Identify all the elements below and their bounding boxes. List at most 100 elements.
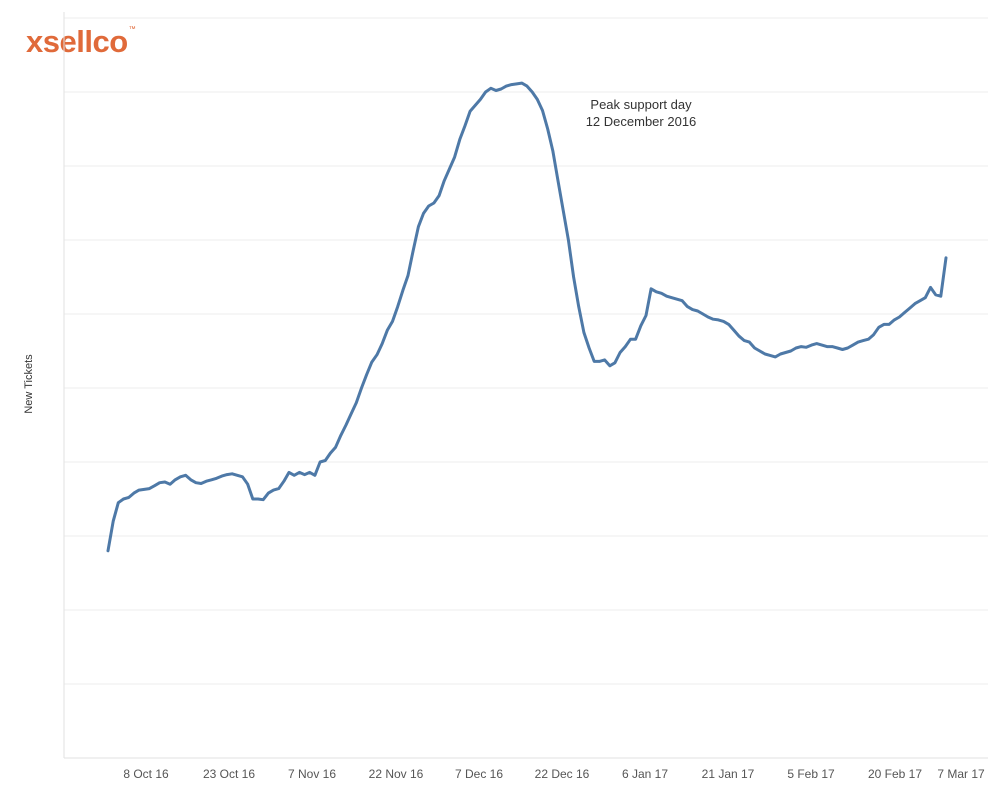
data-point <box>556 179 560 182</box>
data-point <box>391 320 394 323</box>
data-point <box>334 446 337 449</box>
data-point <box>318 460 322 464</box>
data-point <box>308 471 311 474</box>
data-point <box>184 474 187 477</box>
data-point <box>706 315 710 319</box>
data-point <box>153 484 156 487</box>
data-point <box>246 483 249 486</box>
data-point <box>241 475 244 478</box>
data-point <box>499 87 503 91</box>
data-point <box>686 305 689 308</box>
x-tick-label: 8 Oct 16 <box>123 767 169 781</box>
x-tick-label: 7 Dec 16 <box>455 767 503 781</box>
data-point <box>277 487 280 490</box>
data-point <box>551 150 555 153</box>
data-point <box>675 298 679 301</box>
data-point <box>262 498 265 501</box>
xsellco-logo: xsellco™ <box>26 24 136 59</box>
data-point <box>939 295 942 298</box>
data-point <box>753 346 756 350</box>
logo-text: xsellco <box>26 24 128 59</box>
x-tick-label: 6 Jan 17 <box>622 767 668 781</box>
x-tick-label: 5 Feb 17 <box>787 767 835 781</box>
data-point <box>660 292 663 295</box>
data-point <box>903 311 906 314</box>
data-point <box>846 346 849 350</box>
data-point <box>463 124 467 128</box>
series-line-new-tickets <box>106 81 948 553</box>
x-tick-label: 20 Feb 17 <box>868 767 922 781</box>
data-point <box>324 459 327 462</box>
data-point <box>531 90 534 94</box>
data-point <box>872 333 875 336</box>
data-point <box>122 497 125 501</box>
data-point <box>112 520 115 523</box>
data-point <box>225 473 229 476</box>
data-point <box>293 474 296 477</box>
data-point <box>427 204 430 208</box>
x-tick-label: 22 Nov 16 <box>369 767 424 781</box>
data-point <box>893 318 896 322</box>
data-point <box>148 487 151 490</box>
data-point <box>722 320 725 323</box>
data-point <box>412 249 415 252</box>
data-point <box>349 412 353 416</box>
data-point <box>329 451 332 455</box>
data-point <box>386 329 389 332</box>
data-point <box>230 472 234 475</box>
data-point <box>163 480 167 484</box>
data-point <box>137 488 141 492</box>
data-point <box>898 315 901 319</box>
data-point <box>168 483 172 486</box>
data-point <box>908 306 911 310</box>
data-point <box>117 501 120 504</box>
data-point <box>918 299 922 302</box>
x-tick-label: 7 Nov 16 <box>288 767 336 781</box>
data-point <box>789 349 792 353</box>
data-point <box>406 274 410 277</box>
data-point <box>236 474 239 477</box>
data-point <box>649 287 653 290</box>
data-point <box>867 338 870 341</box>
data-point <box>748 340 751 344</box>
data-point <box>360 386 363 390</box>
data-point <box>862 339 865 342</box>
data-point <box>758 349 761 353</box>
data-point <box>815 342 818 345</box>
data-point <box>681 299 684 302</box>
data-point <box>593 360 596 363</box>
data-point <box>856 340 860 344</box>
data-point <box>494 89 498 92</box>
data-point <box>820 343 824 347</box>
data-points <box>106 81 948 552</box>
y-axis-label: New Tickets <box>23 354 35 414</box>
data-point <box>877 326 880 329</box>
data-point <box>474 104 477 107</box>
data-point <box>505 84 508 88</box>
data-point <box>562 209 565 212</box>
data-point <box>479 98 482 101</box>
data-point <box>158 481 161 484</box>
data-point <box>453 155 456 159</box>
data-point <box>836 346 839 350</box>
data-point <box>287 471 291 474</box>
data-point <box>510 83 513 86</box>
data-point <box>608 364 611 367</box>
data-point <box>924 296 927 299</box>
data-point <box>665 295 668 298</box>
data-point <box>375 353 379 356</box>
x-tick-labels: 8 Oct 16 23 Oct 16 7 Nov 16 22 Nov 16 7 Dec … <box>123 767 985 781</box>
data-point <box>468 110 472 113</box>
data-point <box>515 82 518 86</box>
data-point <box>629 338 632 341</box>
data-point <box>458 138 461 141</box>
data-point <box>805 346 808 349</box>
data-point <box>644 314 648 317</box>
data-point <box>603 358 606 362</box>
data-point <box>484 90 487 94</box>
data-point <box>634 338 637 341</box>
data-point <box>143 488 146 491</box>
data-point <box>737 335 741 338</box>
data-point <box>303 473 306 476</box>
data-point <box>256 497 260 501</box>
